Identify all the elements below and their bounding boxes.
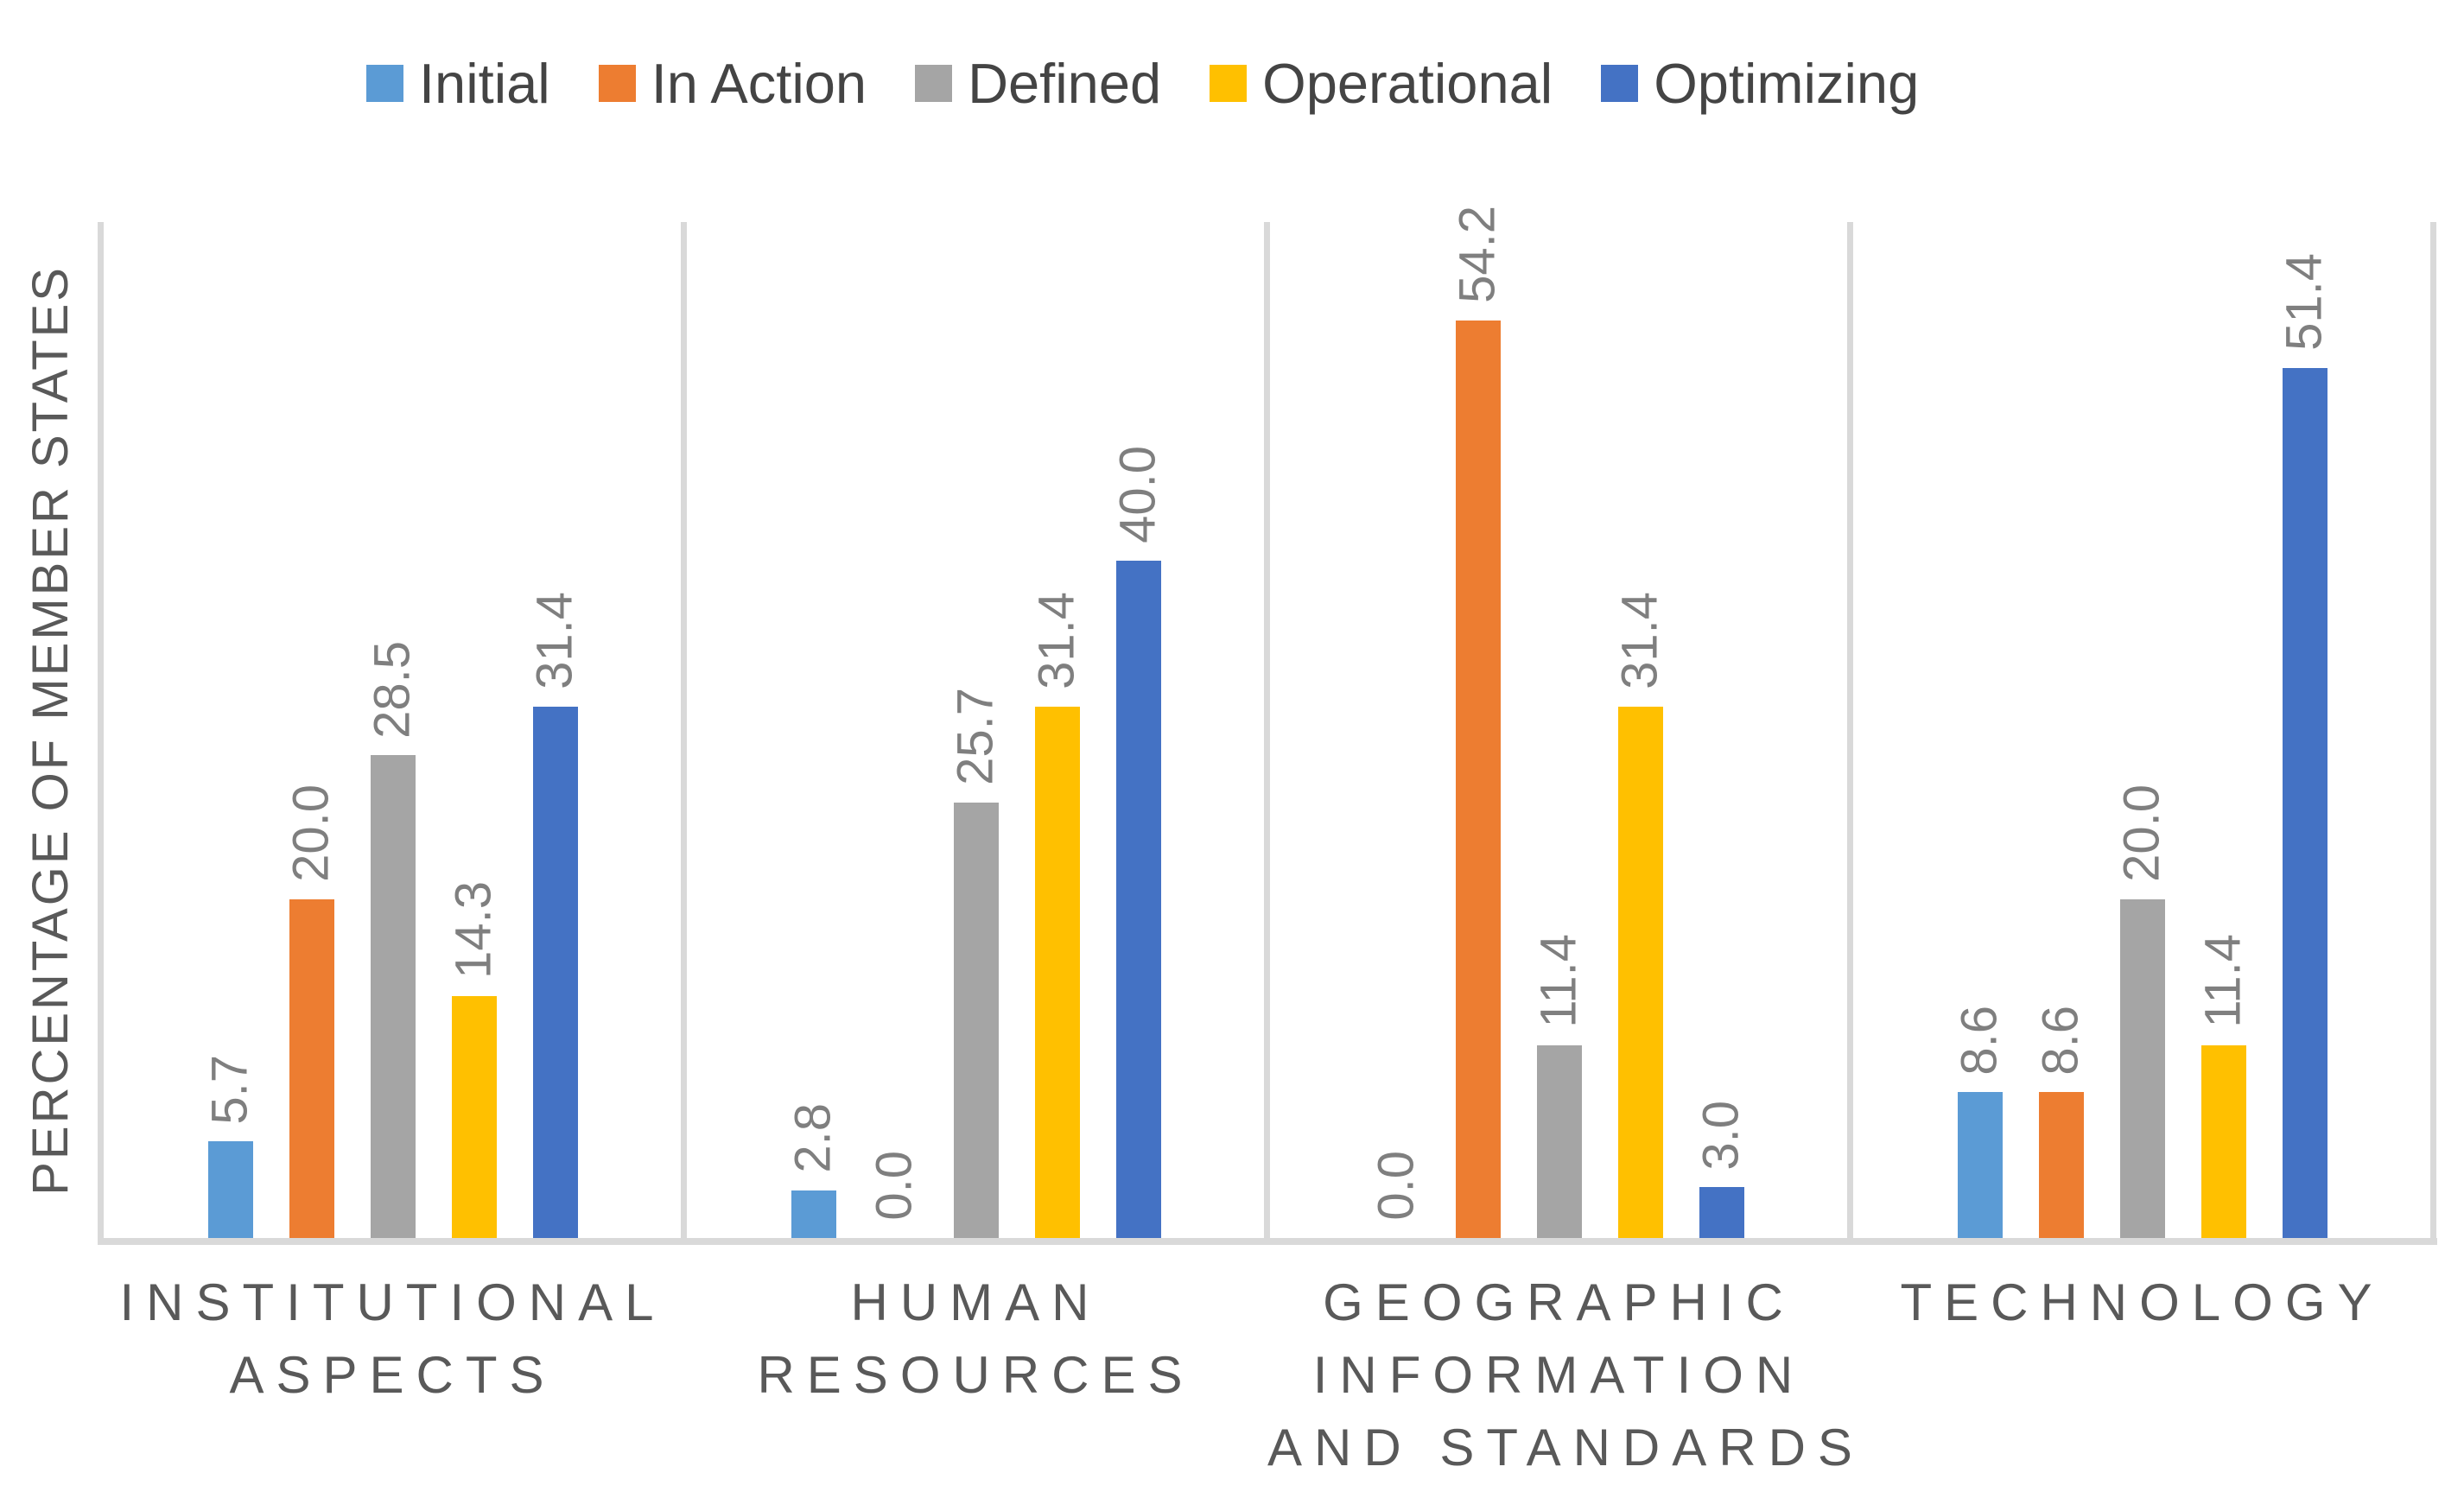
value-label-optimizing-institutional-aspects: 31.4 [526, 591, 583, 689]
bar-defined-institutional-aspects: 28.5 [364, 641, 420, 1238]
bar-group-institutional-aspects: 5.7 20.0 28.5 14.3 31.4 [101, 222, 684, 1238]
legend-swatch-initial [366, 64, 403, 102]
legend-swatch-operational [1210, 64, 1248, 102]
legend-label-in-action: In Action [651, 51, 867, 115]
legend-label-operational: Operational [1262, 51, 1553, 115]
value-label-initial-institutional-aspects: 5.7 [201, 1054, 258, 1125]
legend: Initial In Action Defined Operational Optimi… [366, 50, 1919, 116]
y-axis-title-box: PERCENTAGE OF MEMBER STATES [16, 222, 85, 1238]
category-label-line: RESOURCES [757, 1346, 1195, 1404]
value-label-defined-geographic-information-and-standards: 11.4 [1530, 933, 1587, 1028]
bar-initial-human-resources: 2.8 [784, 1103, 841, 1238]
legend-item-defined: Defined [915, 51, 1161, 116]
value-label-in-action-institutional-aspects: 20.0 [283, 784, 340, 882]
value-label-optimizing-human-resources: 40.0 [1109, 446, 1166, 543]
category-separator-line [2430, 222, 2436, 1245]
legend-swatch-defined [915, 64, 953, 102]
value-label-optimizing-technology: 51.4 [2276, 252, 2333, 351]
bar-operational-institutional-aspects: 14.3 [445, 881, 501, 1238]
value-label-initial-geographic-information-and-standards: 0.0 [1368, 1151, 1425, 1221]
value-label-operational-technology: 11.4 [2194, 933, 2251, 1028]
bar-defined-technology: 20.0 [2113, 784, 2169, 1238]
y-axis-line [98, 222, 104, 1245]
legend-item-optimizing: Optimizing [1601, 51, 1919, 116]
value-label-operational-human-resources: 31.4 [1028, 591, 1085, 689]
bar-operational-human-resources: 31.4 [1028, 592, 1084, 1238]
bar-optimizing-institutional-aspects: 31.4 [526, 592, 582, 1238]
category-axis-labels: INSTITUTIONAL ASPECTS HUMAN RESOURCES GEOGRA… [101, 1267, 2434, 1511]
value-label-optimizing-geographic-information-and-standards: 3.0 [1692, 1100, 1750, 1171]
legend-label-defined: Defined [968, 51, 1162, 115]
bar-defined-geographic-information-and-standards: 11.4 [1530, 934, 1586, 1238]
legend-item-initial: Initial [366, 51, 550, 116]
bar-optimizing-geographic-information-and-standards: 3.0 [1692, 1101, 1749, 1238]
category-label-line: GEOGRAPHIC [1323, 1273, 1795, 1331]
value-label-defined-human-resources: 25.7 [947, 688, 1004, 786]
value-label-operational-institutional-aspects: 14.3 [445, 880, 502, 979]
bar-optimizing-human-resources: 40.0 [1109, 446, 1165, 1238]
bar-operational-geographic-information-and-standards: 31.4 [1611, 592, 1667, 1238]
category-label-line: INFORMATION [1312, 1346, 1806, 1404]
category-separator-line [681, 222, 687, 1245]
category-label-institutional-aspects: INSTITUTIONAL ASPECTS [101, 1267, 684, 1412]
bar-defined-human-resources: 25.7 [947, 688, 1003, 1238]
category-label-line: INSTITUTIONAL [119, 1273, 666, 1331]
category-separator-line [1847, 222, 1853, 1245]
bar-group-geographic-information-and-standards: 0.0 54.2 11.4 31.4 3.0 [1267, 206, 1851, 1238]
value-label-defined-institutional-aspects: 28.5 [364, 640, 421, 739]
value-label-defined-technology: 20.0 [2113, 784, 2170, 882]
bar-initial-technology: 8.6 [1951, 1006, 2007, 1238]
value-label-initial-human-resources: 2.8 [784, 1103, 841, 1174]
legend-label-optimizing: Optimizing [1654, 51, 1920, 115]
bar-group-human-resources: 2.8 0.0 25.7 31.4 40.0 [684, 222, 1267, 1238]
category-label-line: TECHNOLOGY [1900, 1273, 2385, 1331]
y-axis-title: PERCENTAGE OF MEMBER STATES [22, 264, 79, 1196]
category-label-geographic-information-and-standards: GEOGRAPHIC INFORMATION AND STANDARDS [1267, 1267, 1864, 1484]
legend-item-operational: Operational [1210, 51, 1553, 116]
bar-in-action-institutional-aspects: 20.0 [283, 784, 339, 1238]
plot-area: 5.7 20.0 28.5 14.3 31.4 2.8 0.0 25.7 31.4 40.0 0.0… [98, 206, 2437, 1245]
legend-swatch-in-action [598, 64, 636, 102]
bar-initial-institutional-aspects: 5.7 [201, 1055, 257, 1238]
category-label-line: AND STANDARDS [1267, 1419, 1864, 1476]
category-separator-line [1264, 222, 1270, 1245]
legend-label-initial: Initial [419, 51, 550, 115]
bar-optimizing-technology: 51.4 [2276, 253, 2332, 1238]
value-label-initial-technology: 8.6 [1951, 1005, 2008, 1076]
value-label-operational-geographic-information-and-standards: 31.4 [1611, 591, 1668, 689]
value-label-in-action-geographic-information-and-standards: 54.2 [1449, 205, 1506, 303]
category-label-technology: TECHNOLOGY [1851, 1267, 2434, 1339]
bar-operational-technology: 11.4 [2194, 934, 2251, 1238]
x-axis-line [98, 1238, 2437, 1245]
category-label-human-resources: HUMAN RESOURCES [684, 1267, 1267, 1412]
category-label-line: ASPECTS [229, 1346, 556, 1404]
bar-in-action-technology: 8.6 [2032, 1006, 2088, 1238]
legend-item-in-action: In Action [598, 51, 867, 116]
value-label-in-action-human-resources: 0.0 [866, 1151, 923, 1221]
bar-group-technology: 8.6 8.6 20.0 11.4 51.4 [1851, 222, 2434, 1238]
category-label-line: HUMAN [850, 1273, 1102, 1331]
value-label-in-action-technology: 8.6 [2032, 1005, 2089, 1076]
legend-swatch-optimizing [1601, 64, 1639, 102]
bar-in-action-geographic-information-and-standards: 54.2 [1449, 206, 1505, 1238]
